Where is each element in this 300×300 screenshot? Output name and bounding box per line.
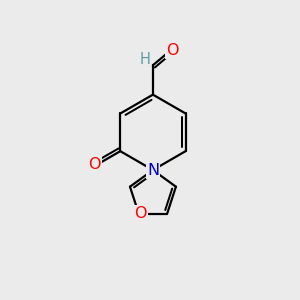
Text: O: O	[167, 43, 179, 58]
Text: H: H	[139, 52, 150, 68]
Text: O: O	[134, 206, 146, 221]
Text: N: N	[147, 163, 159, 178]
Text: O: O	[88, 157, 100, 172]
